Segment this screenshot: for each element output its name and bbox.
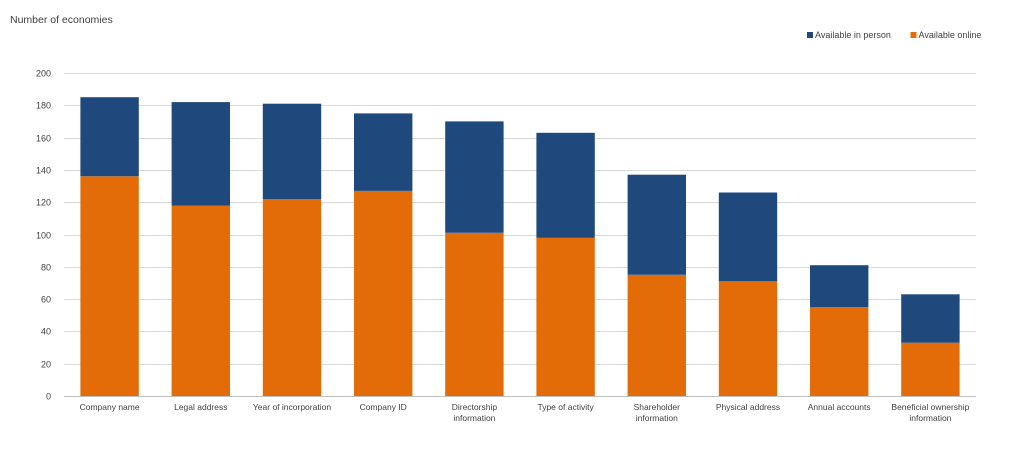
bar-available-in-person [536, 132, 595, 238]
bar-available-online [171, 205, 230, 396]
legend-swatch [807, 32, 813, 38]
bar-available-in-person [810, 265, 869, 308]
bars [80, 97, 960, 396]
bar-available-online [354, 190, 413, 396]
y-tick-label: 140 [36, 166, 51, 176]
bar-available-in-person [171, 102, 230, 206]
bar-available-online [262, 199, 322, 396]
legend-label: Available in person [815, 30, 891, 40]
x-tick-label: Company ID [360, 402, 407, 412]
bar-available-in-person [627, 174, 686, 275]
bar-available-online [536, 237, 595, 396]
y-tick-label: 60 [41, 295, 51, 305]
x-tick-label: Shareholder information [634, 402, 680, 423]
y-tick-label: 80 [41, 263, 51, 273]
x-tick-label: Legal address [174, 402, 227, 412]
legend-swatch [910, 32, 917, 38]
y-tick-label: 120 [36, 198, 51, 208]
bar-available-in-person [262, 103, 322, 199]
bar-available-in-person [354, 113, 413, 191]
bar-available-in-person [80, 97, 139, 177]
y-tick-label: 160 [36, 134, 51, 144]
x-tick-label: Physical address [716, 402, 780, 412]
bar-available-in-person [445, 121, 504, 233]
bar-available-online [627, 274, 686, 396]
x-tick-label: Year of incorporation [253, 402, 331, 412]
y-tick-label: 180 [36, 101, 51, 111]
x-tick-label: Directorship information [452, 402, 498, 423]
bar-available-online [445, 232, 504, 396]
x-tick-label: Annual accounts [808, 402, 871, 412]
bar-available-online [718, 281, 778, 396]
bar-available-online [901, 342, 960, 396]
y-tick-label: 0 [46, 392, 51, 402]
legend-label: Available online [919, 30, 982, 40]
x-tick-label: Beneficial ownership information [891, 402, 969, 423]
x-tick-label: Company name [80, 402, 140, 412]
y-axis: 0 20 40 60 80 100 120 140 160 180 200 [36, 69, 51, 402]
y-tick-label: 100 [36, 231, 51, 241]
bar-available-in-person [718, 192, 778, 282]
bar-available-in-person [901, 294, 960, 343]
y-axis-title: Number of economies [10, 14, 113, 26]
x-axis: Company name Legal address Year of incorpo… [80, 402, 970, 423]
legend: Available in person Available online [807, 30, 981, 40]
x-tick-label: Type of activity [537, 402, 594, 412]
y-tick-label: 20 [41, 360, 51, 370]
bar-available-online [80, 176, 139, 396]
y-tick-label: 40 [41, 327, 51, 337]
bar-available-online [810, 307, 869, 396]
y-tick-label: 200 [36, 69, 51, 79]
